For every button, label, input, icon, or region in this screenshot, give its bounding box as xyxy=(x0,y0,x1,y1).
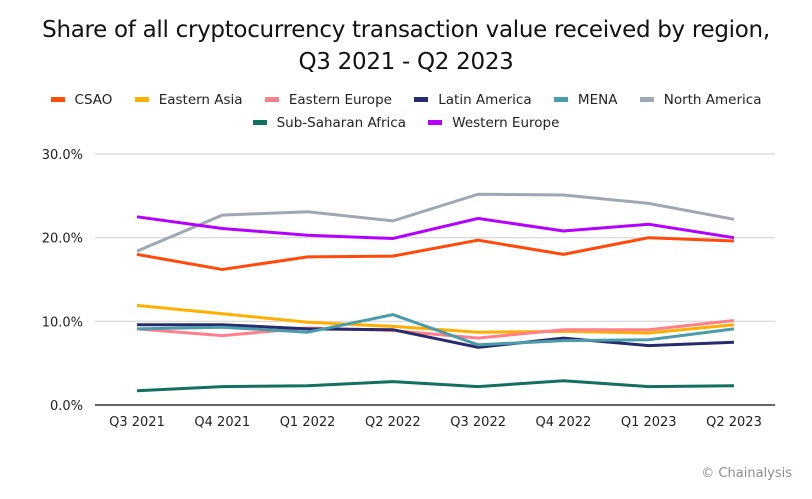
chainalysis-credit: © Chainalysis xyxy=(701,466,792,481)
legend-swatch xyxy=(252,120,267,125)
x-tick-label: Q4 2022 xyxy=(536,415,592,430)
y-tick-label: 30.0% xyxy=(42,148,83,163)
legend-item-sub-saharan-africa: Sub-Saharan Africa xyxy=(252,114,406,131)
legend-label: CSAO xyxy=(74,91,113,108)
x-tick-label: Q4 2021 xyxy=(194,415,250,430)
legend-item-western-europe: Western Europe xyxy=(428,115,559,131)
series-line-western-europe xyxy=(136,215,735,241)
series-line-sub-saharan-africa xyxy=(136,379,735,393)
legend-item-csao: CSAO xyxy=(50,91,113,108)
x-tick-label: Q3 2022 xyxy=(450,415,506,430)
gridlines xyxy=(95,153,775,406)
x-tick-label: Q1 2022 xyxy=(280,415,336,430)
legend-label: Eastern Asia xyxy=(158,91,243,108)
legend-item-latin-america: Latin America xyxy=(414,91,532,108)
y-tick-label: 0.0% xyxy=(50,399,83,414)
y-tick-label: 10.0% xyxy=(42,315,83,330)
legend-swatch xyxy=(553,97,568,102)
legend-label: Western Europe xyxy=(452,114,560,131)
legend-label: Latin America xyxy=(438,91,532,108)
legend-swatch xyxy=(428,120,443,125)
x-tick-label: Q2 2022 xyxy=(365,415,421,430)
legend-swatch xyxy=(134,97,149,102)
legend-item-north-america: North America xyxy=(639,91,762,108)
legend-item-eastern-europe: Eastern Europe xyxy=(264,91,392,108)
series-line-csao xyxy=(136,236,735,272)
legend-swatch xyxy=(414,97,429,102)
series-line-latin-america xyxy=(137,323,735,349)
legend-swatch xyxy=(639,97,654,102)
legend-label: Eastern Europe xyxy=(288,91,392,108)
series-line-eastern-europe xyxy=(136,319,735,340)
legend-row-1: CSAO Eastern Asia Eastern Europe Latin A… xyxy=(0,90,812,108)
legend-swatch xyxy=(264,97,279,102)
series-line-mena xyxy=(136,313,735,347)
legend-label: North America xyxy=(663,91,762,108)
chart-title-line-2: Q3 2021 - Q2 2023 xyxy=(298,49,514,75)
y-axis-ticks: 0.0% 10.0% 20.0% 30.0% xyxy=(42,148,83,414)
series-line-north-america xyxy=(136,192,735,253)
legend-item-eastern-asia: Eastern Asia xyxy=(134,91,243,108)
x-tick-label: Q2 2023 xyxy=(706,415,762,430)
x-tick-label: Q1 2023 xyxy=(621,415,677,430)
legend-label: MENA xyxy=(577,91,618,108)
y-tick-label: 20.0% xyxy=(42,232,83,247)
chart-title: Share of all cryptocurrency transaction … xyxy=(0,14,812,78)
legend-item-mena: MENA xyxy=(553,91,618,108)
chart-title-line-1: Share of all cryptocurrency transaction … xyxy=(42,17,770,43)
legend-row-2: Sub-Saharan Africa Western Europe xyxy=(0,113,812,131)
x-axis-ticks: Q3 2021 Q4 2021 Q1 2022 Q2 2022 Q3 2022 Q4 20… xyxy=(109,415,762,430)
x-tick-label: Q3 2021 xyxy=(109,415,165,430)
series-lines xyxy=(136,192,735,393)
legend-label: Sub-Saharan Africa xyxy=(276,114,406,131)
legend-swatch xyxy=(50,97,65,102)
